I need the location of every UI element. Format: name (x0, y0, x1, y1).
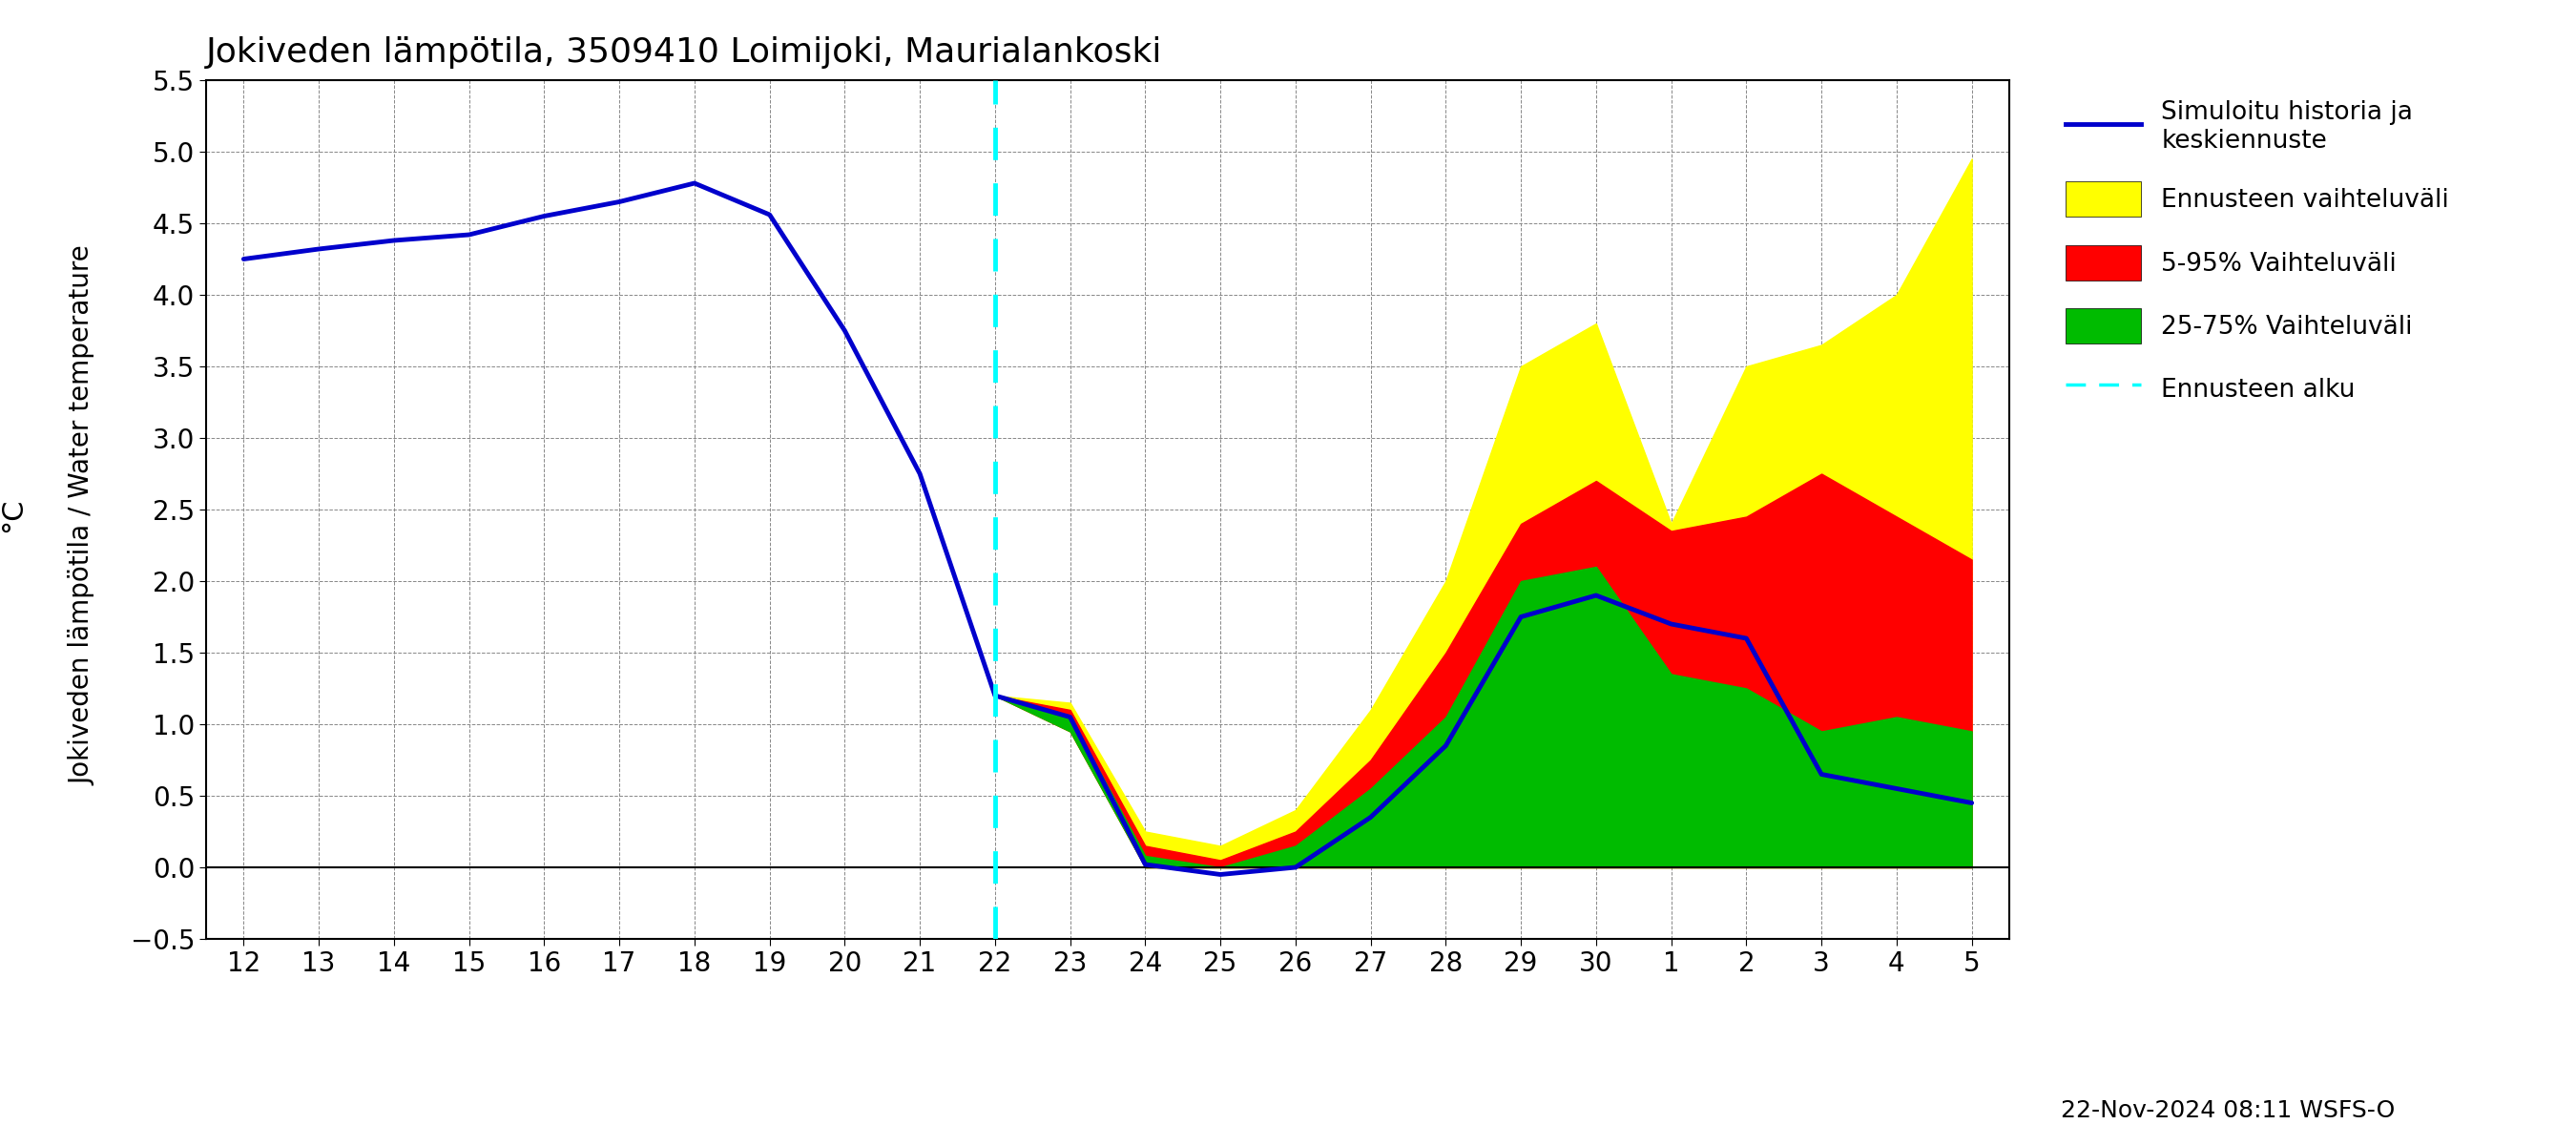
Text: °C: °C (0, 498, 26, 532)
Text: Jokiveden lämpötila / Water temperature: Jokiveden lämpötila / Water temperature (70, 245, 95, 785)
Text: 22-Nov-2024 08:11 WSFS-O: 22-Nov-2024 08:11 WSFS-O (2061, 1099, 2396, 1122)
Legend: Simuloitu historia ja
keskiennuste, Ennusteen vaihteluväli, 5-95% Vaihteluväli, : Simuloitu historia ja keskiennuste, Ennu… (2058, 93, 2458, 414)
Text: Jokiveden lämpötila, 3509410 Loimijoki, Maurialankoski: Jokiveden lämpötila, 3509410 Loimijoki, … (206, 35, 1162, 69)
